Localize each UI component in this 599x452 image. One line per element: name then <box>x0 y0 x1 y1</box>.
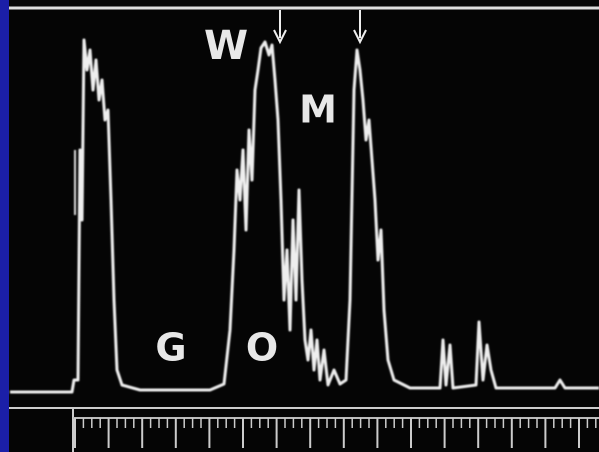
label-g: G <box>155 326 186 370</box>
page: W M G O (() => { const data = JSON.parse… <box>0 0 599 452</box>
label-o: O <box>246 326 278 370</box>
left-border <box>0 0 9 452</box>
label-w: W <box>204 23 248 69</box>
oscilloscope-trace: W M G O <box>0 0 599 452</box>
label-m: M <box>299 88 337 132</box>
